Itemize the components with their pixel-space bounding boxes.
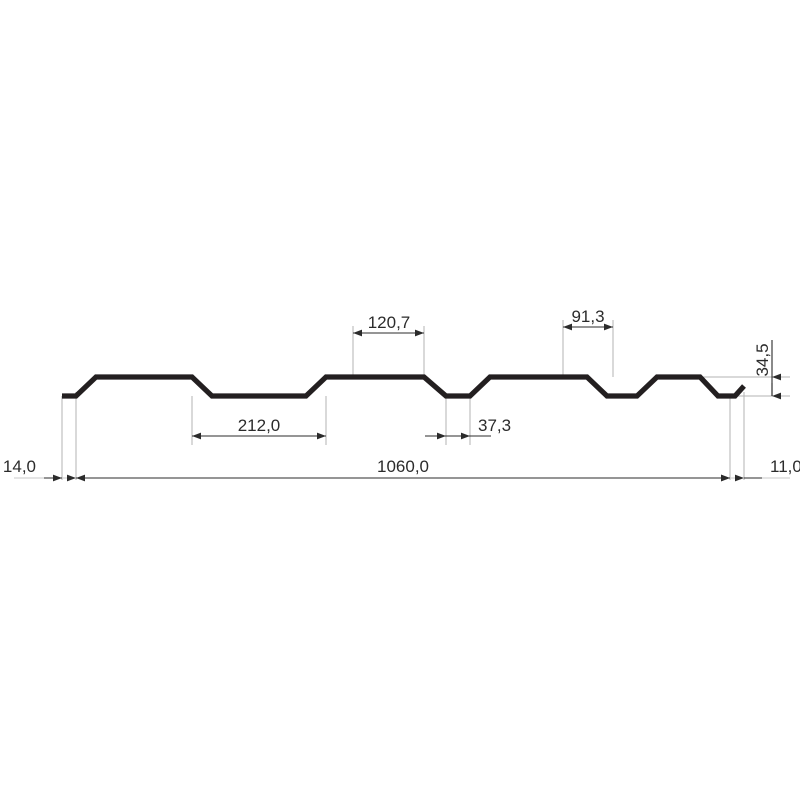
dimension-right-edge-11: 11,0 xyxy=(712,457,800,482)
dimension-overall-1060: 1060,0 xyxy=(76,457,730,482)
dimension-height-34-5: 34,5 xyxy=(753,340,781,400)
dimension-label-valley: 37,3 xyxy=(478,416,511,435)
sheet-profile-outline xyxy=(62,374,746,399)
dimension-left-edge-14: 14,0 xyxy=(3,457,94,482)
dimension-label-trough: 91,3 xyxy=(571,307,604,326)
dimension-label-height: 34,5 xyxy=(753,343,772,376)
dimension-label-pitch: 212,0 xyxy=(238,416,281,435)
dimension-valley-37-3: 37,3 xyxy=(425,416,511,440)
dimension-pitch-212: 212,0 xyxy=(192,416,326,440)
dimension-label-right-edge: 11,0 xyxy=(770,457,800,476)
extension-lines xyxy=(61,320,790,480)
dimension-trough-91-3: 91,3 xyxy=(563,307,613,331)
dimension-label-crest: 120,7 xyxy=(368,313,411,332)
dimension-label-overall: 1060,0 xyxy=(377,457,429,476)
dimension-crest-120-7: 120,7 xyxy=(353,313,424,337)
dimension-label-left-edge: 14,0 xyxy=(3,457,36,476)
